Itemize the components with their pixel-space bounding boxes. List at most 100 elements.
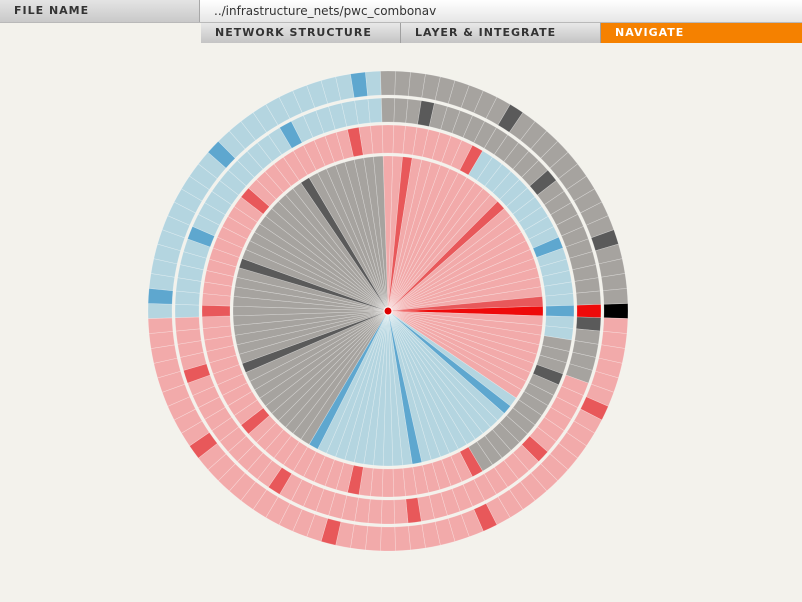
ring-segment[interactable] (422, 462, 441, 493)
spoke-segment[interactable] (387, 305, 544, 317)
spoke-segment[interactable] (317, 310, 389, 454)
spoke-segment[interactable] (265, 310, 389, 414)
ring-segment[interactable] (412, 126, 429, 158)
spoke-segment[interactable] (387, 310, 484, 440)
ring-segment[interactable] (417, 100, 435, 127)
ring-segment[interactable] (174, 316, 201, 332)
ring-segment[interactable] (264, 163, 292, 193)
ring-segment[interactable] (539, 258, 570, 277)
spoke-segment[interactable] (387, 310, 476, 445)
spoke-segment[interactable] (387, 249, 535, 312)
ring-segment[interactable] (380, 70, 396, 96)
ring-segment[interactable] (161, 215, 191, 239)
ring-segment[interactable] (206, 345, 237, 364)
ring-segment[interactable] (197, 442, 227, 471)
spoke-segment[interactable] (387, 286, 543, 312)
ring-segment[interactable] (381, 124, 395, 154)
spoke-segment[interactable] (285, 188, 389, 312)
ring-segment[interactable] (550, 202, 579, 226)
ring-segment[interactable] (227, 159, 255, 187)
spoke-segment[interactable] (387, 276, 542, 312)
ring-segment[interactable] (335, 462, 354, 493)
ring-segment[interactable] (485, 496, 511, 526)
spoke-segment[interactable] (387, 310, 423, 465)
ring-segment[interactable] (228, 120, 257, 150)
ring-segment[interactable] (315, 488, 336, 516)
spoke-segment[interactable] (387, 194, 499, 312)
ring-segment[interactable] (506, 407, 536, 435)
ring-segment[interactable] (394, 525, 411, 552)
spoke-segment[interactable] (236, 267, 389, 312)
spoke-segment[interactable] (387, 231, 527, 312)
spoke-segment[interactable] (232, 296, 389, 312)
spoke-segment[interactable] (387, 310, 540, 355)
ring-segment[interactable] (150, 258, 178, 278)
radial-network-graph[interactable] (0, 44, 802, 602)
ring-segment[interactable] (233, 399, 264, 426)
ring-segment[interactable] (572, 264, 599, 282)
ring-segment[interactable] (434, 76, 456, 104)
ring-segment[interactable] (541, 270, 573, 287)
ring-segment[interactable] (324, 459, 345, 490)
ring-segment[interactable] (187, 374, 215, 396)
ring-segment[interactable] (173, 408, 203, 434)
ring-segment[interactable] (544, 293, 575, 307)
spoke-segment[interactable] (387, 310, 511, 414)
ring-segment[interactable] (405, 497, 422, 524)
ring-segment[interactable] (576, 304, 602, 318)
ring-segment[interactable] (598, 344, 626, 364)
spoke-segment[interactable] (259, 215, 389, 312)
spoke-segment[interactable] (387, 155, 403, 312)
ring-segment[interactable] (216, 373, 248, 396)
spoke-segment[interactable] (387, 188, 491, 312)
ring-segment[interactable] (392, 124, 406, 155)
ring-segment[interactable] (603, 303, 629, 319)
spoke-segment[interactable] (387, 310, 505, 422)
ring-segment[interactable] (518, 206, 549, 231)
spoke-segment[interactable] (353, 157, 389, 312)
ring-segment[interactable] (202, 325, 233, 341)
ring-segment[interactable] (240, 187, 270, 215)
spoke-segment[interactable] (344, 310, 389, 463)
ring-segment[interactable] (177, 340, 204, 358)
ring-segment[interactable] (473, 90, 498, 119)
spoke-segment[interactable] (387, 310, 403, 467)
ring-segment[interactable] (335, 129, 354, 160)
ring-segment[interactable] (147, 303, 173, 319)
ring-segment[interactable] (574, 328, 601, 345)
spoke-segment[interactable] (234, 276, 389, 312)
spoke-segment[interactable] (387, 310, 491, 434)
spoke-segment[interactable] (277, 194, 389, 312)
ring-segment[interactable] (273, 156, 300, 187)
ring-segment[interactable] (462, 115, 486, 144)
ring-segment[interactable] (412, 464, 429, 496)
spoke-segment[interactable] (238, 310, 389, 364)
spoke-segment[interactable] (387, 310, 527, 391)
spoke-segment[interactable] (317, 168, 389, 312)
spoke-segment[interactable] (254, 310, 389, 399)
ring-segment[interactable] (252, 104, 279, 133)
ring-segment[interactable] (549, 151, 579, 180)
ring-segment[interactable] (201, 304, 231, 318)
spoke-segment[interactable] (300, 310, 389, 445)
ring-segment[interactable] (512, 399, 543, 426)
ring-segment[interactable] (246, 452, 273, 480)
ring-segment[interactable] (303, 139, 326, 171)
ring-segment[interactable] (441, 135, 463, 167)
spoke-segment[interactable] (363, 310, 389, 466)
ring-segment[interactable] (569, 251, 597, 271)
ring-segment[interactable] (216, 226, 248, 249)
ring-segment[interactable] (203, 335, 235, 352)
spoke-segment[interactable] (373, 310, 389, 467)
spoke-segment[interactable] (387, 200, 505, 312)
spoke-segment[interactable] (335, 310, 389, 461)
ring-segment[interactable] (451, 110, 473, 138)
ring-segment[interactable] (569, 351, 597, 371)
spoke-segment[interactable] (387, 310, 543, 336)
ring-segment[interactable] (350, 523, 368, 551)
tab-navigate[interactable]: NAVIGATE (601, 23, 802, 43)
spoke-segment[interactable] (387, 310, 432, 463)
ring-segment[interactable] (492, 422, 520, 451)
spoke-segment[interactable] (387, 258, 538, 312)
spoke-segment[interactable] (233, 286, 389, 312)
